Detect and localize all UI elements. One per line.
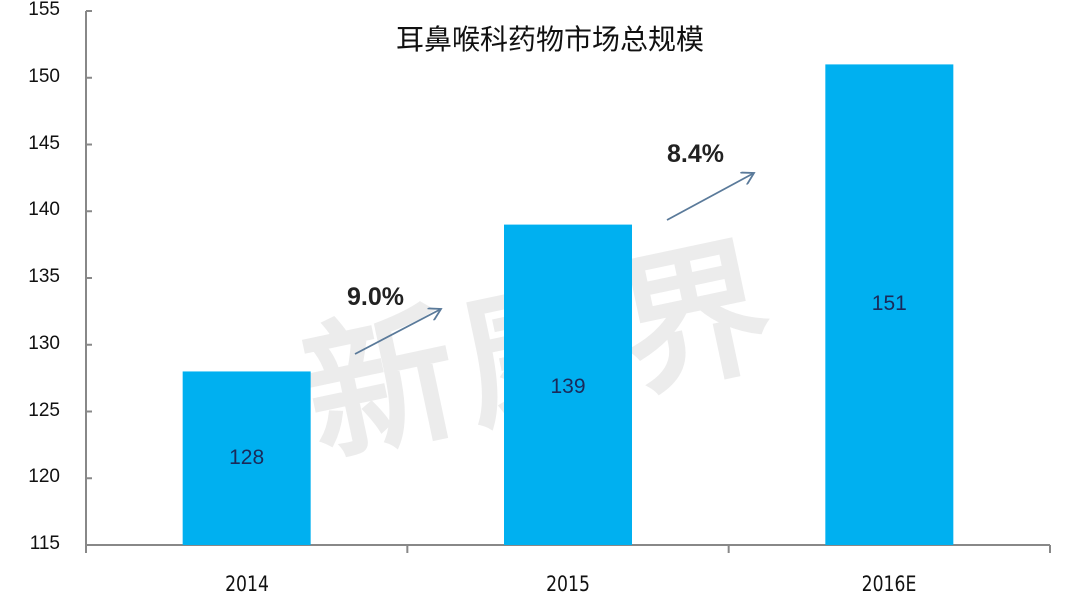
bar-2014 [182, 371, 311, 545]
growth-rate-label: 8.4% [667, 140, 724, 168]
y-tick-label: 125 [28, 399, 60, 421]
chart-title: 耳鼻喉科药物市场总规模 [395, 23, 704, 56]
bar-data-label: 139 [550, 374, 586, 398]
growth-arrow-icon [666, 173, 754, 221]
growth-rate-label: 9.0% [347, 283, 404, 311]
y-tick-label: 150 [28, 65, 60, 87]
y-tick-label: 130 [28, 332, 60, 354]
x-tick-label: 2016E [861, 572, 917, 596]
x-tick-label: 2015 [546, 572, 590, 596]
growth-arrow-icon [354, 309, 441, 355]
bar-2015 [504, 224, 632, 545]
x-tick-label: 2014 [224, 572, 269, 596]
bar-data-label: 151 [871, 292, 907, 316]
y-tick-label: 135 [28, 266, 60, 287]
y-tick-label: 115 [29, 533, 60, 554]
y-tick-label: 120 [28, 466, 60, 488]
y-tick-label: 145 [28, 132, 60, 154]
bar-2016E [825, 64, 954, 546]
bar-data-label: 128 [229, 446, 265, 470]
y-tick-label: 155 [28, 0, 60, 20]
y-tick-label: 140 [28, 199, 60, 221]
